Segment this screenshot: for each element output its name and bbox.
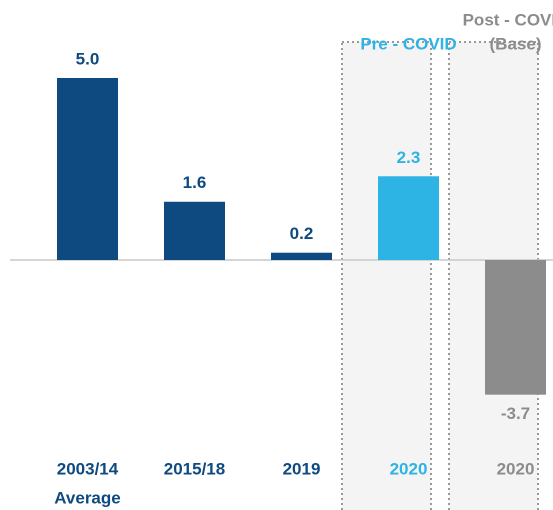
bar bbox=[485, 260, 546, 395]
scenario-label: Pre - COVID bbox=[360, 34, 456, 53]
scenario-box bbox=[341, 41, 432, 510]
value-label: 5.0 bbox=[76, 49, 100, 68]
x-tick-label: 2020 bbox=[497, 459, 535, 478]
value-label: 1.6 bbox=[183, 173, 207, 192]
bar bbox=[378, 176, 439, 260]
bar bbox=[57, 78, 118, 260]
scenario-label: (Base) bbox=[490, 34, 542, 53]
value-label: 2.3 bbox=[397, 148, 421, 167]
value-label: -3.7 bbox=[501, 404, 530, 423]
x-tick-label: 2015/18 bbox=[164, 459, 225, 478]
x-tick-label: 2020 bbox=[390, 459, 428, 478]
x-tick-sublabel: Average bbox=[54, 488, 120, 507]
x-tick-label: 2019 bbox=[283, 459, 321, 478]
x-tick-label: 2003/14 bbox=[57, 459, 119, 478]
scenario-label: Post - COVID bbox=[463, 10, 553, 29]
value-label: 0.2 bbox=[290, 224, 314, 243]
bar bbox=[164, 201, 225, 260]
bar bbox=[271, 252, 332, 260]
